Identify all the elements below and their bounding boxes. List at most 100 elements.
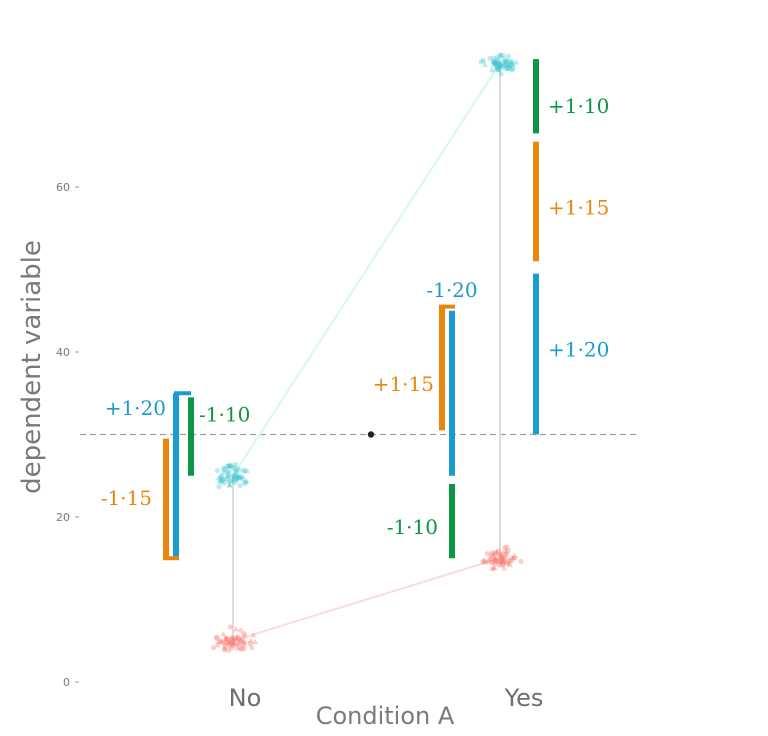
data-point — [503, 555, 509, 561]
data-point — [480, 58, 487, 64]
data-point — [503, 63, 509, 69]
data-point — [221, 645, 228, 652]
data-point — [226, 637, 233, 644]
data-point — [220, 475, 227, 482]
data-point — [504, 57, 511, 64]
x-tick-label-yes: Yes — [504, 684, 544, 712]
data-point — [491, 55, 497, 61]
data-point — [232, 625, 239, 632]
data-point — [229, 641, 235, 647]
data-point — [224, 636, 230, 642]
data-point — [242, 480, 248, 486]
data-point — [240, 641, 247, 648]
data-point — [495, 561, 501, 568]
data-point — [490, 58, 497, 65]
y-axis-title: dependent variable — [17, 240, 47, 494]
data-point — [489, 566, 495, 572]
data-point — [496, 61, 502, 68]
data-point — [243, 479, 249, 486]
effect-bar-label: -1·15 — [101, 486, 152, 510]
data-point — [224, 473, 231, 480]
data-point — [492, 557, 498, 563]
data-point — [512, 555, 518, 561]
data-point — [501, 564, 508, 571]
data-point — [214, 634, 220, 640]
data-point — [231, 465, 237, 472]
data-point — [494, 59, 500, 65]
data-point — [508, 558, 514, 564]
data-point — [493, 63, 500, 70]
data-point — [504, 66, 510, 72]
data-point — [235, 640, 241, 646]
effect-bar-label: -1·20 — [426, 278, 477, 302]
data-points — [210, 51, 524, 653]
data-point — [497, 52, 503, 58]
data-point — [509, 61, 516, 68]
data-point — [237, 467, 243, 473]
data-point — [230, 639, 236, 645]
data-point — [503, 59, 509, 65]
data-point — [501, 58, 508, 65]
data-point — [503, 58, 509, 64]
data-point — [500, 60, 506, 66]
data-point — [481, 558, 487, 564]
data-point — [492, 558, 499, 565]
data-point — [217, 473, 224, 479]
data-point — [504, 65, 511, 71]
data-point — [218, 478, 225, 484]
data-point — [222, 466, 228, 473]
x-tick-label-no: No — [229, 684, 262, 712]
data-point — [497, 552, 503, 558]
data-point — [220, 640, 227, 646]
salmon-group-line — [232, 557, 501, 642]
data-point — [504, 544, 510, 550]
data-point — [493, 551, 499, 557]
data-point — [510, 65, 516, 71]
data-point — [225, 473, 231, 479]
data-point — [229, 635, 235, 641]
effect-bar-label: +1·15 — [373, 372, 434, 396]
data-point — [217, 476, 224, 482]
data-point — [495, 548, 501, 554]
data-point — [497, 551, 504, 557]
data-point — [509, 555, 515, 561]
data-point — [216, 484, 222, 490]
data-point — [489, 551, 496, 557]
data-point — [500, 562, 506, 568]
data-point — [495, 66, 502, 73]
data-point — [509, 554, 516, 561]
data-point — [226, 481, 233, 488]
data-point — [503, 560, 510, 566]
data-point — [484, 550, 490, 557]
data-point — [213, 635, 220, 641]
data-point — [228, 462, 235, 469]
data-point — [237, 473, 244, 480]
data-point — [216, 478, 223, 484]
data-point — [231, 639, 238, 646]
data-point — [222, 640, 229, 646]
data-point — [241, 467, 247, 473]
data-point — [230, 637, 237, 643]
data-point — [505, 560, 511, 567]
data-point — [239, 474, 245, 480]
effect-bar-labels: -1·15 +1·20 -1·10 +1·15 -1·20 -1·10 +1·20 +1·15… — [101, 94, 610, 539]
data-point — [223, 635, 229, 642]
data-point — [509, 58, 515, 65]
data-point — [489, 560, 495, 566]
data-point — [497, 51, 504, 58]
data-point — [224, 471, 231, 478]
data-point — [492, 61, 499, 67]
data-point — [251, 638, 258, 645]
data-point — [486, 555, 493, 562]
effect-bar-label: +1·20 — [548, 338, 609, 362]
data-point — [230, 637, 236, 643]
data-point — [247, 637, 254, 644]
data-point — [232, 461, 239, 467]
data-point — [230, 642, 236, 648]
data-point — [498, 62, 504, 68]
data-point — [497, 558, 504, 565]
data-point — [506, 558, 512, 564]
data-point — [233, 642, 239, 648]
data-point — [242, 477, 249, 484]
data-point — [502, 549, 509, 555]
